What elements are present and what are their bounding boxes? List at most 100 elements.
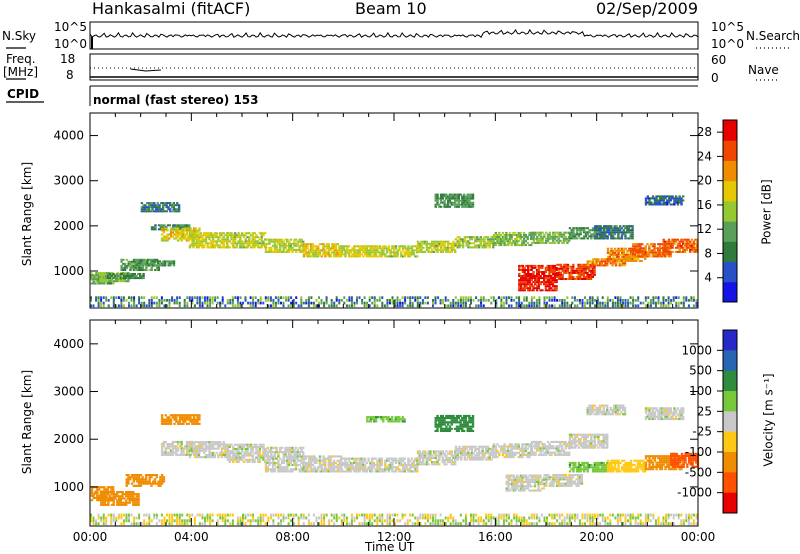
power-cell (611, 264, 614, 267)
power-cell (474, 238, 477, 241)
power-cell (158, 299, 161, 302)
power-cell (304, 243, 307, 246)
velocity-cell (178, 445, 182, 448)
velocity-cell (432, 450, 436, 453)
power-cell (461, 238, 465, 241)
power-cell (156, 208, 159, 211)
power-cell (169, 204, 172, 207)
power-cell (667, 201, 671, 204)
velocity-cell (275, 451, 278, 454)
velocity-cell (287, 470, 291, 473)
power-cell (535, 273, 539, 275)
power-cell (320, 243, 323, 246)
velocity-cell (187, 418, 190, 421)
power-cell (256, 246, 260, 249)
power-cell (210, 246, 213, 249)
power-cell (151, 264, 154, 267)
power-cell (514, 234, 517, 236)
power-cell (586, 278, 589, 280)
power-cell (649, 299, 652, 302)
power-cell (199, 234, 202, 237)
velocity-cell (246, 448, 249, 451)
power-cell (356, 249, 360, 252)
velocity-cell (143, 478, 146, 481)
power-cell (598, 264, 602, 267)
power-cell (534, 231, 537, 234)
power-cell (546, 264, 549, 267)
power-cell (692, 246, 696, 249)
power-cell (131, 260, 134, 263)
power-cell (416, 250, 420, 253)
velocity-cell (306, 468, 309, 471)
power-cell (328, 304, 331, 308)
power-cell (237, 236, 240, 239)
velocity-cell (438, 463, 441, 466)
velocity-cell (423, 454, 427, 457)
power-cell (588, 263, 591, 266)
velocity-cell (220, 449, 224, 452)
velocity-cell (168, 447, 171, 450)
power-cell (591, 227, 595, 230)
velocity-cell (173, 445, 176, 448)
velocity-cell (320, 459, 323, 462)
power-cell (658, 243, 662, 246)
power-cell (499, 244, 503, 247)
velocity-cell (204, 445, 208, 448)
velocity-cell (438, 456, 441, 459)
velocity-cell (363, 466, 367, 469)
power-cell (588, 265, 591, 268)
power-cell (160, 264, 163, 267)
power-cell (239, 238, 242, 241)
velocity-cell (407, 461, 410, 464)
power-cell (109, 278, 112, 281)
power-cell (635, 255, 639, 258)
velocity-cell (135, 497, 138, 500)
velocity-cell (249, 450, 253, 453)
power-cell (124, 275, 128, 277)
power-cell (344, 253, 347, 256)
power-cell (416, 299, 419, 302)
power-cell (176, 229, 180, 232)
power-cell (169, 202, 172, 205)
power-cell (226, 299, 229, 302)
power-cell (457, 301, 460, 305)
power-cell (317, 245, 320, 248)
power-cell (235, 246, 239, 249)
power-cell (682, 238, 685, 241)
power-cell (666, 195, 669, 198)
power-cell (201, 301, 204, 305)
velocity-cell (109, 491, 112, 494)
power-cell (120, 299, 123, 302)
power-cell (572, 227, 575, 230)
power-cell (264, 242, 268, 245)
power-cell (543, 283, 546, 286)
velocity-cell (302, 459, 306, 462)
power-cell (470, 197, 473, 200)
power-cell (470, 238, 474, 241)
power-cell (167, 202, 170, 205)
power-cell (244, 242, 247, 245)
power-cell (156, 206, 159, 209)
power-cell (695, 299, 698, 302)
velocity-cell (197, 454, 201, 457)
power-cell (300, 242, 303, 245)
power-cell (530, 237, 534, 240)
power-cell (452, 299, 455, 302)
power-cell (92, 304, 95, 308)
power-cell (521, 269, 525, 271)
power-cell (333, 301, 336, 305)
power-cell (302, 243, 306, 246)
power-cell (176, 231, 180, 234)
power-cell (176, 233, 180, 236)
power-cell (268, 240, 271, 243)
power-cell (384, 253, 387, 256)
power-cell (662, 240, 665, 243)
velocity-cell (235, 452, 239, 455)
velocity-cell (228, 443, 231, 446)
power-cell (657, 249, 660, 252)
power-cell (287, 246, 291, 249)
power-cell (218, 244, 222, 247)
power-cell (260, 232, 263, 235)
velocity-cell (300, 455, 303, 458)
power-cell (289, 246, 292, 249)
